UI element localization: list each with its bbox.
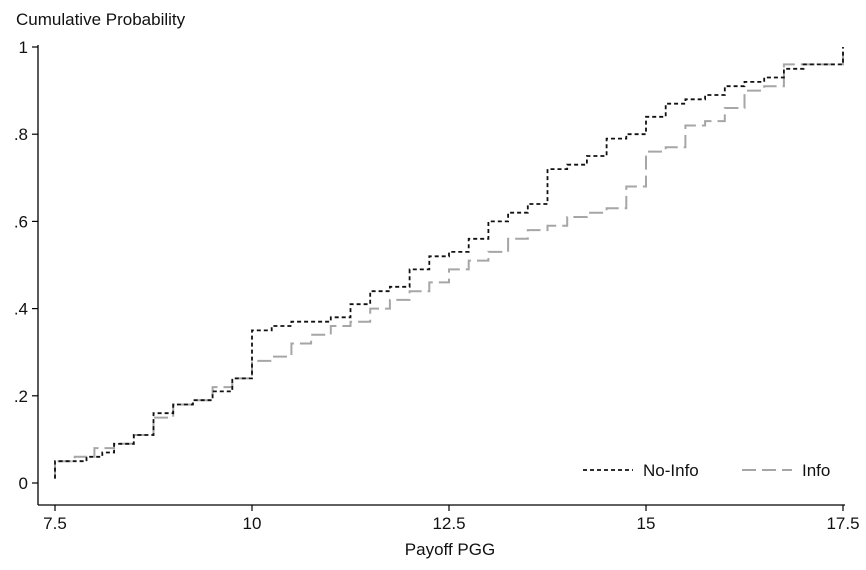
y-tick-label: .8 [14, 125, 28, 144]
series-line-no-info [54, 47, 844, 479]
legend: No-Info Info [583, 461, 830, 480]
axes: 0.2.4.6.817.5 10 12.5 15 17.5 [14, 38, 860, 533]
chart-title: Cumulative Probability [16, 10, 186, 29]
legend-label-no-info: No-Info [643, 461, 699, 480]
x-tick-label: 7.5 [43, 514, 67, 533]
y-tick-label: .2 [14, 387, 28, 406]
legend-label-info: Info [802, 461, 830, 480]
x-tick-label: 15 [637, 514, 656, 533]
y-tick-label: 1 [19, 38, 28, 57]
y-tick-label: .4 [14, 300, 28, 319]
y-tick-label: .6 [14, 212, 28, 231]
x-tick-label: 12.5 [432, 514, 465, 533]
x-tick-label: 17.5 [826, 514, 859, 533]
x-axis-label: Payoff PGG [405, 540, 495, 559]
x-tick-label: 10 [243, 514, 262, 533]
y-tick-label: 0 [19, 474, 28, 493]
series-layer [54, 47, 844, 479]
